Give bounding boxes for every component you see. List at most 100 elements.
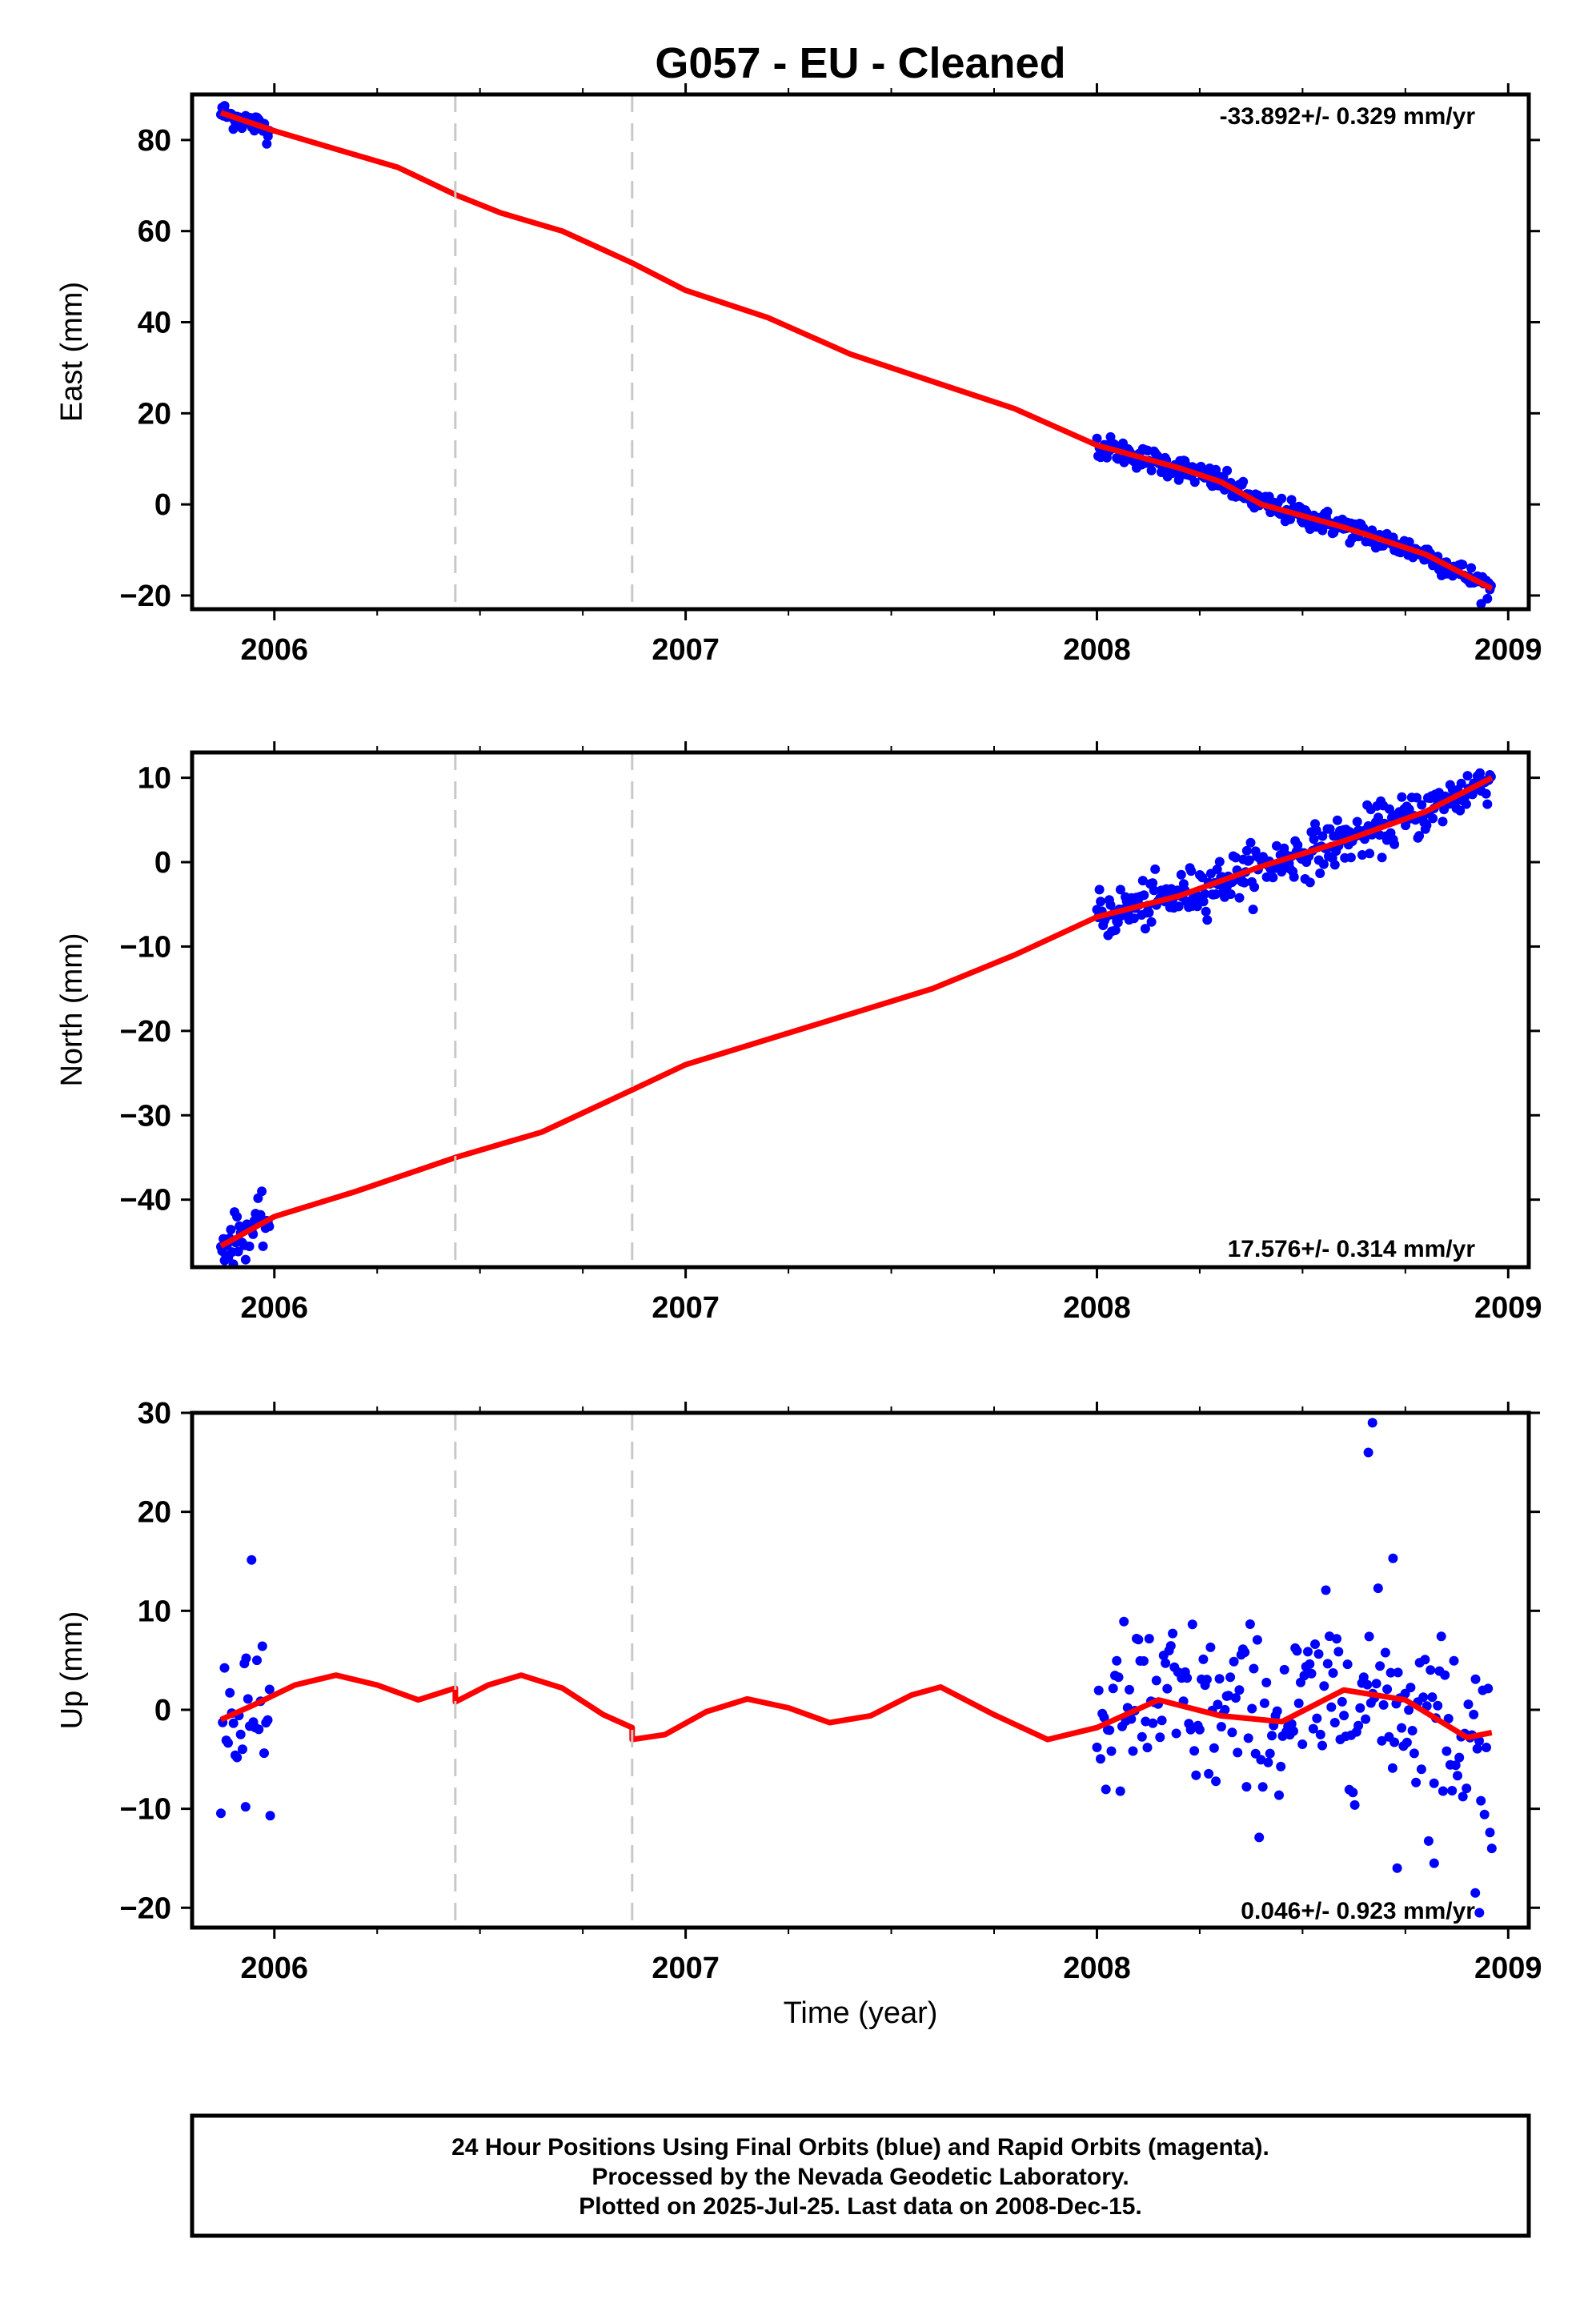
data-point <box>264 1684 275 1695</box>
data-point <box>1245 1619 1255 1629</box>
x-tick-label: 2007 <box>652 1291 720 1325</box>
data-point <box>1144 1634 1154 1644</box>
north-panel: 2006 2007 2008 2009 −40 −30 −20 −10 0 10 North (m… <box>55 741 1542 1325</box>
data-point <box>1315 1729 1325 1739</box>
data-point <box>1176 869 1186 880</box>
data-point <box>252 1655 262 1666</box>
data-point <box>1400 1688 1410 1699</box>
data-point <box>1292 1646 1302 1656</box>
data-point <box>1186 866 1197 877</box>
data-point <box>1453 1771 1462 1781</box>
data-point <box>223 1738 233 1748</box>
data-point <box>1462 771 1473 781</box>
east-axes: 2006 2007 2008 2009 −20 0 20 40 60 80 <box>120 83 1542 667</box>
data-point <box>1149 885 1159 896</box>
data-point <box>1211 889 1221 899</box>
up-plot-frame <box>190 1410 1531 1930</box>
data-point <box>1229 1656 1239 1667</box>
data-point <box>1365 849 1375 859</box>
data-point <box>1129 913 1139 924</box>
x-axis-label: Time (year) <box>784 1996 938 2030</box>
y-tick-label: −10 <box>120 930 171 964</box>
north-rate-label: 17.576+/- 0.314 mm/yr <box>1228 1236 1476 1262</box>
data-point <box>1479 1809 1490 1819</box>
data-point <box>1406 1683 1416 1693</box>
data-point <box>1380 1647 1390 1658</box>
data-point <box>1373 1583 1383 1594</box>
data-point <box>1189 1746 1200 1756</box>
data-point <box>1261 1677 1272 1687</box>
y-tick-label: 60 <box>138 215 171 249</box>
y-tick-label: 80 <box>138 124 171 158</box>
data-point <box>1252 1635 1262 1645</box>
data-point <box>1286 1719 1297 1729</box>
data-point <box>1245 837 1256 848</box>
data-point <box>1322 1659 1333 1669</box>
data-point <box>1387 1763 1398 1773</box>
data-point <box>263 1715 273 1725</box>
data-point <box>1265 1748 1275 1759</box>
x-tick-label: 2008 <box>1063 1291 1131 1325</box>
data-point <box>1168 1628 1178 1639</box>
data-point <box>1128 1746 1138 1756</box>
data-point <box>1411 1777 1422 1787</box>
data-point <box>1150 864 1161 874</box>
up-fit-line <box>219 1672 1493 1743</box>
data-point <box>1105 1725 1115 1735</box>
y-tick-label: 0 <box>154 488 171 522</box>
x-tick-label: 2007 <box>652 1952 720 1985</box>
data-point <box>1447 1786 1458 1795</box>
data-point <box>1230 853 1241 863</box>
data-point <box>1162 1683 1173 1694</box>
data-point <box>1328 1668 1338 1678</box>
data-point <box>1096 897 1106 907</box>
data-point <box>1305 877 1315 888</box>
y-tick-label: 0 <box>154 1694 171 1727</box>
data-point <box>1438 816 1448 827</box>
x-tick-label: 2009 <box>1474 633 1542 667</box>
data-point <box>1125 1684 1134 1695</box>
data-point <box>1363 1447 1373 1458</box>
data-point <box>262 138 272 149</box>
data-point <box>1377 1735 1387 1746</box>
y-tick-label: 30 <box>138 1397 171 1430</box>
data-point <box>1213 1699 1223 1710</box>
data-point <box>1214 857 1225 867</box>
data-point <box>1315 869 1325 878</box>
data-point <box>1289 1726 1298 1736</box>
data-point <box>1450 1760 1461 1771</box>
data-point <box>1458 560 1468 570</box>
data-point <box>1429 1858 1439 1868</box>
footer-line-1: 24 Hour Positions Using Final Orbits (bl… <box>451 2134 1269 2161</box>
east-rate-label: -33.892+/- 0.329 mm/yr <box>1220 103 1476 130</box>
data-point <box>225 1687 235 1698</box>
up-axes: 2006 2007 2008 2009 −20 −10 0 10 20 30 <box>120 1397 1542 1985</box>
data-point <box>1212 865 1222 874</box>
data-point <box>219 1663 230 1673</box>
data-point <box>1279 1664 1289 1675</box>
data-point <box>1106 1746 1117 1756</box>
data-point <box>1305 1659 1315 1669</box>
data-point <box>1458 1791 1468 1802</box>
data-point <box>1377 853 1387 863</box>
data-point <box>1220 1704 1230 1715</box>
data-point <box>1474 1735 1484 1746</box>
data-point <box>259 1748 269 1759</box>
data-point <box>1222 465 1233 475</box>
data-point <box>1418 1692 1429 1703</box>
data-point <box>1401 820 1411 831</box>
data-point <box>1339 1711 1349 1721</box>
data-point <box>1426 1665 1436 1675</box>
data-point <box>1155 1732 1165 1743</box>
data-point <box>1329 1718 1340 1727</box>
data-point <box>1389 1737 1400 1747</box>
data-point <box>1227 1727 1237 1738</box>
data-point <box>1310 1639 1320 1649</box>
up-panel: 2006 2007 2008 2009 −20 −10 0 10 20 30 Up (mm) 0.… <box>55 1397 1542 1985</box>
data-point <box>1476 1795 1486 1806</box>
data-point <box>1289 872 1299 882</box>
data-point <box>228 1718 239 1728</box>
y-tick-label: −20 <box>120 1015 171 1049</box>
data-point <box>1462 1783 1472 1794</box>
data-point <box>1256 1755 1266 1765</box>
